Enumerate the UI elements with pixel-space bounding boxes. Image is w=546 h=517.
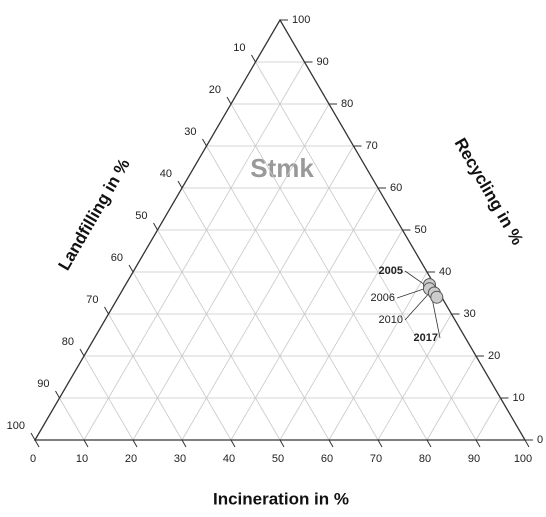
- tick-mark: [251, 54, 256, 63]
- grid-line: [157, 229, 281, 441]
- bottom-tick-label: 50: [272, 453, 284, 465]
- tick-mark: [279, 439, 285, 448]
- grid-line: [230, 103, 428, 441]
- right-axis-title: Recycling in %: [451, 135, 527, 248]
- bottom-tick-label: 80: [419, 453, 431, 465]
- grid-line: [475, 397, 501, 441]
- grid-line: [279, 229, 403, 441]
- tick-mark: [426, 439, 432, 448]
- left-tick-label: 90: [37, 378, 49, 390]
- data-point: [430, 290, 444, 304]
- tick-mark: [177, 180, 183, 189]
- tick-mark: [475, 439, 481, 448]
- bottom-tick-label: 20: [125, 453, 137, 465]
- right-tick-label: 90: [317, 56, 329, 68]
- grid-line: [181, 187, 330, 441]
- left-tick-label: 80: [62, 336, 74, 348]
- left-tick-label: 30: [184, 126, 196, 138]
- grid-line: [83, 355, 134, 441]
- grid-line: [132, 271, 232, 441]
- leader-line: [396, 288, 425, 299]
- leader-line: [431, 297, 441, 339]
- tick-mark: [30, 432, 36, 441]
- tick-mark: [79, 348, 85, 357]
- right-tick-label: 70: [366, 140, 378, 152]
- tick-mark: [83, 439, 89, 448]
- leader-line: [404, 292, 430, 321]
- tick-mark: [104, 306, 109, 315]
- tick-mark: [230, 439, 236, 448]
- bottom-tick-label: 70: [370, 453, 382, 465]
- bottom-tick-label: 40: [223, 453, 235, 465]
- leader-line: [404, 270, 425, 285]
- right-tick-label: 10: [513, 392, 525, 404]
- bottom-tick-label: 0: [30, 453, 36, 465]
- tick-mark: [226, 96, 232, 105]
- right-tick-label: 80: [341, 98, 353, 110]
- grid-line: [181, 145, 354, 441]
- left-tick-label: 20: [209, 84, 221, 96]
- bottom-tick-label: 30: [174, 453, 186, 465]
- left-tick-label: 70: [86, 294, 98, 306]
- bottom-axis-title: Incineration in %: [213, 489, 349, 508]
- tick-mark: [153, 222, 158, 231]
- right-tick-label: 100: [292, 14, 310, 26]
- left-tick-label: 40: [160, 168, 172, 180]
- left-tick-label: 60: [111, 252, 123, 264]
- bottom-tick-label: 60: [321, 453, 333, 465]
- point-label: 2005: [379, 265, 403, 277]
- tick-mark: [128, 264, 134, 273]
- tick-mark: [55, 390, 60, 399]
- grid-line: [59, 397, 85, 441]
- left-tick-label: 100: [7, 420, 25, 432]
- tick-mark: [34, 439, 40, 448]
- chart-title: Stmk: [250, 153, 314, 183]
- grid-line: [206, 145, 379, 441]
- point-label: 2017: [414, 332, 438, 344]
- tick-mark: [202, 138, 207, 147]
- right-tick-label: 60: [390, 182, 402, 194]
- grid-line: [255, 61, 477, 441]
- bottom-tick-label: 10: [76, 453, 88, 465]
- left-tick-label: 10: [233, 42, 245, 54]
- tick-mark: [524, 439, 530, 448]
- grid-line: [108, 313, 183, 441]
- tick-mark: [328, 439, 334, 448]
- right-tick-label: 20: [488, 350, 500, 362]
- bottom-tick-label: 100: [514, 453, 532, 465]
- left-tick-label: 50: [135, 210, 147, 222]
- right-tick-label: 50: [415, 224, 427, 236]
- tick-mark: [181, 439, 187, 448]
- right-tick-label: 0: [537, 434, 543, 446]
- right-tick-label: 40: [439, 266, 451, 278]
- right-tick-label: 30: [464, 308, 476, 320]
- point-label: 2010: [379, 314, 403, 326]
- grid-line: [83, 61, 305, 441]
- tick-mark: [377, 439, 383, 448]
- point-label: 2006: [371, 292, 395, 304]
- tick-mark: [132, 439, 138, 448]
- bottom-tick-label: 90: [468, 453, 480, 465]
